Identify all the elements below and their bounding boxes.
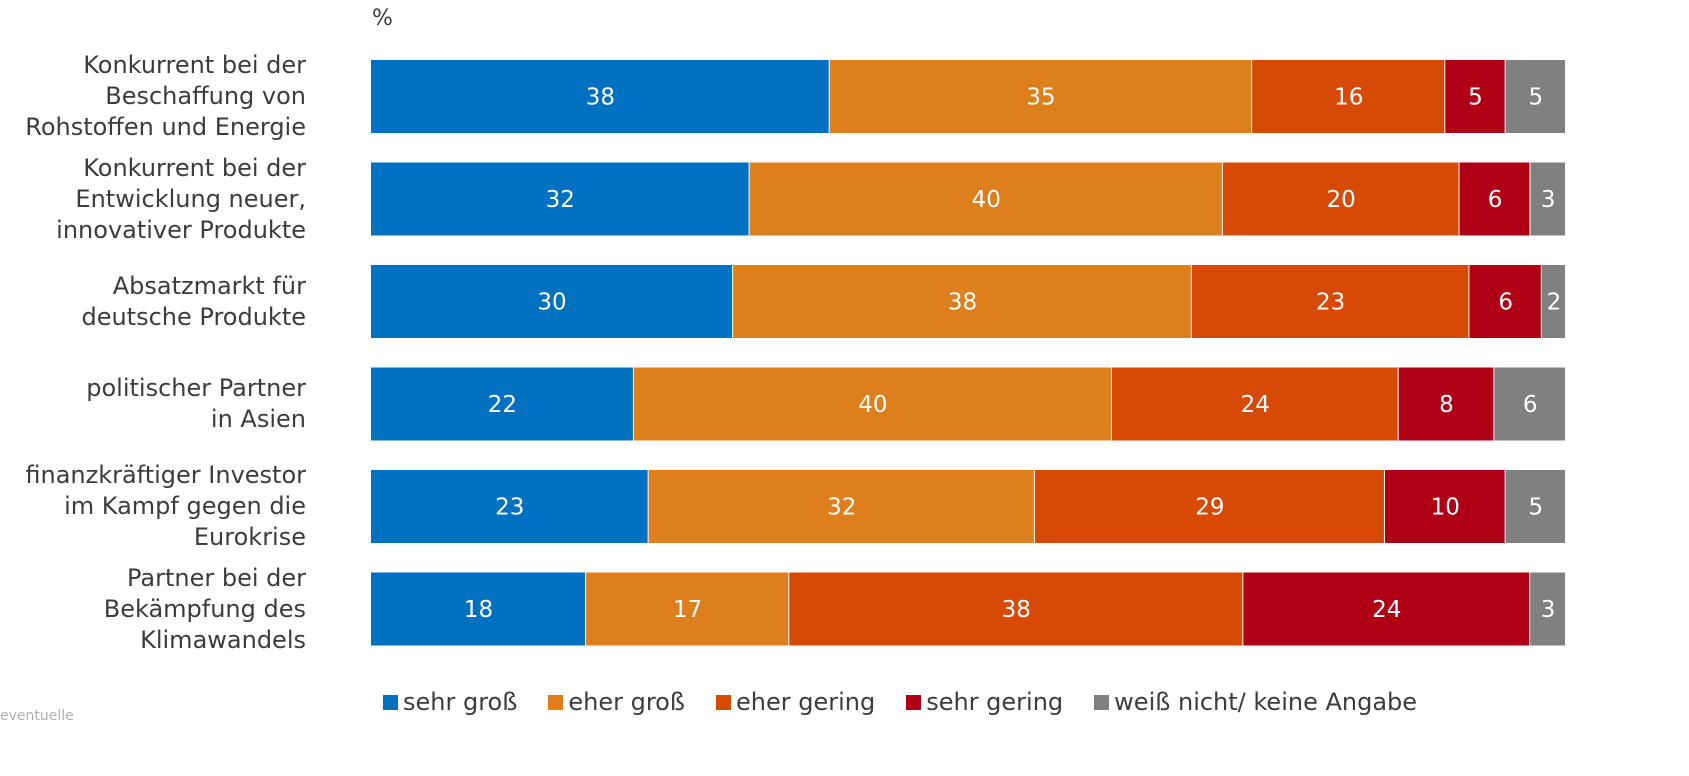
bar-segment — [371, 470, 648, 543]
legend-swatch — [715, 694, 731, 710]
bar-segment — [371, 162, 749, 236]
data-label: 40 — [858, 392, 887, 418]
stacked-bar-chart: 38 35 16 5 532 40 20 6 330 38 23 6 222 40 24 8 623 32 29 10… — [371, 60, 1565, 646]
unit-label: % — [372, 6, 393, 31]
legend: sehr groß eher groß eher gering sehr gering… — [383, 688, 1448, 716]
bar-segment — [586, 572, 789, 646]
data-label: 17 — [673, 597, 702, 623]
category-label: finanzkräftiger Investor im Kampf gegen … — [25, 461, 306, 551]
legend-label: eher groß — [568, 688, 685, 716]
legend-swatch — [383, 694, 398, 710]
bar-segment — [371, 60, 829, 133]
data-label: 6 — [1498, 290, 1513, 316]
bar-segment — [1445, 60, 1505, 133]
data-label: 23 — [1316, 290, 1345, 316]
data-label: 30 — [537, 290, 566, 316]
bar-segment — [1111, 367, 1398, 441]
bar-segment — [1398, 367, 1494, 441]
bar-segment — [648, 470, 1034, 543]
data-label: 29 — [1195, 495, 1224, 521]
bar-segment — [1243, 572, 1530, 646]
bar-segment — [1222, 162, 1459, 236]
legend-label: sehr gering — [926, 688, 1064, 716]
bar-segment — [1494, 367, 1565, 441]
bar-segment — [1384, 470, 1505, 543]
bar-segment — [1469, 265, 1541, 338]
data-label: 2 — [1547, 290, 1562, 316]
bar-segment — [1541, 265, 1565, 338]
data-label: 40 — [972, 187, 1001, 213]
bar-segment — [1191, 265, 1469, 338]
data-label: 32 — [827, 495, 856, 521]
data-label: 10 — [1431, 495, 1460, 521]
bar-segment — [1505, 470, 1565, 543]
bar-segment — [789, 572, 1243, 646]
legend-swatch — [548, 694, 564, 710]
data-label: 6 — [1523, 392, 1538, 418]
bar-segment — [633, 367, 1111, 441]
footnote: eventuelle — [0, 708, 74, 724]
legend-label: sehr groß — [403, 688, 518, 716]
bar-segment — [1034, 470, 1384, 543]
bar-segment — [829, 60, 1252, 133]
legend-label: eher gering — [735, 688, 876, 716]
legend-item: sehr groß — [383, 688, 517, 716]
bar-segment — [1505, 60, 1565, 133]
data-label: 32 — [546, 187, 575, 213]
data-label: 38 — [948, 290, 977, 316]
legend-swatch — [1094, 694, 1110, 710]
data-label: 5 — [1529, 85, 1544, 111]
legend-label: weiß nicht/ keine Angabe — [1114, 688, 1418, 716]
data-label: 24 — [1241, 392, 1270, 418]
data-label: 5 — [1468, 85, 1483, 111]
bar-segment — [371, 367, 633, 441]
bar-segment — [371, 572, 586, 646]
bar-segment — [371, 265, 733, 338]
legend-item: weiß nicht/ keine Angabe — [1094, 688, 1417, 716]
legend-item: eher groß — [548, 688, 685, 716]
data-label: 18 — [464, 597, 493, 623]
bar-segment — [1530, 162, 1565, 236]
data-label: 8 — [1439, 392, 1454, 418]
legend-item: sehr gering — [906, 688, 1063, 716]
data-label: 24 — [1372, 597, 1401, 623]
data-label: 3 — [1541, 187, 1556, 213]
category-label: Konkurrent bei der Entwicklung neuer, in… — [56, 153, 306, 244]
bar-segment — [1530, 572, 1565, 646]
bar-segment — [749, 162, 1222, 236]
legend-item: eher gering — [715, 688, 876, 716]
bar-segment — [1252, 60, 1445, 133]
category-label: politischer Partner in Asien — [86, 374, 306, 433]
data-label: 38 — [586, 85, 615, 111]
data-label: 16 — [1334, 85, 1363, 111]
data-label: 20 — [1327, 187, 1356, 213]
bar-segment — [733, 265, 1191, 338]
data-label: 38 — [1002, 597, 1031, 623]
data-label: 22 — [488, 392, 517, 418]
data-label: 5 — [1529, 495, 1544, 521]
data-label: 3 — [1541, 597, 1556, 623]
data-label: 6 — [1488, 187, 1503, 213]
category-label: Partner bei der Bekämpfung des Klimawand… — [103, 563, 306, 654]
category-label: Konkurrent bei der Beschaffung von Rohst… — [25, 51, 306, 141]
data-label: 23 — [495, 495, 524, 521]
bar-segment — [1459, 162, 1530, 236]
category-label: Absatzmarkt für deutsche Produkte — [81, 271, 306, 331]
legend-swatch — [906, 694, 922, 710]
data-label: 35 — [1026, 85, 1055, 111]
